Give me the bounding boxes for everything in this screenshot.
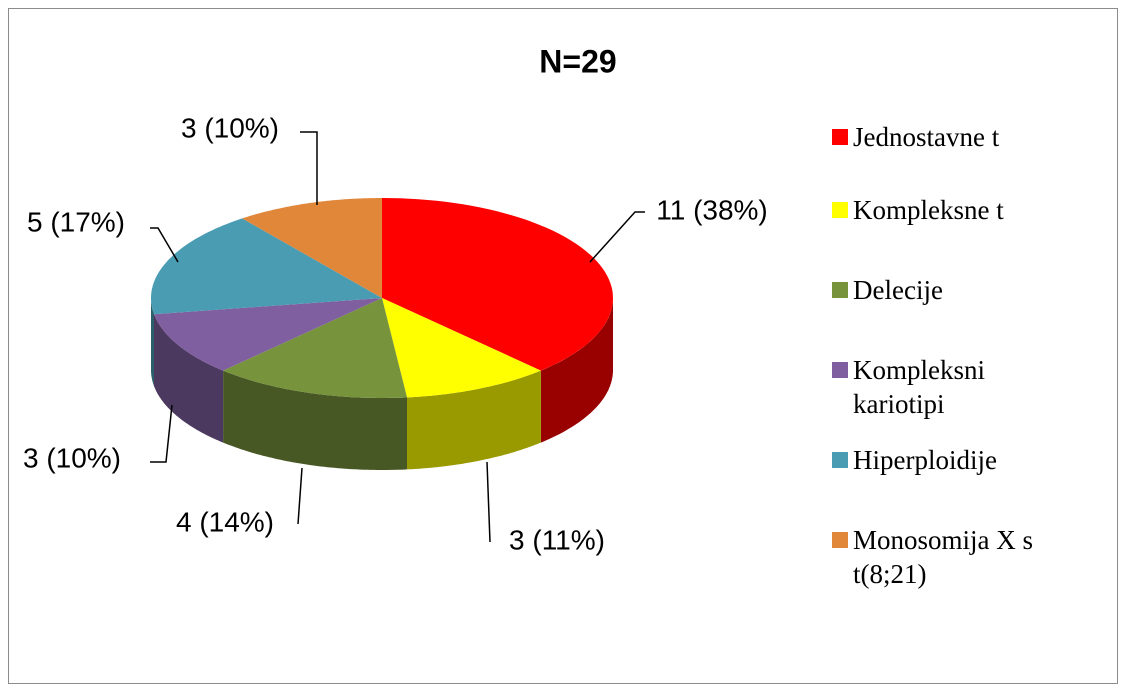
- legend-swatch: [832, 282, 848, 298]
- legend-item: Delecije: [832, 273, 1072, 307]
- slice: [382, 298, 541, 398]
- leader-line: [297, 467, 303, 525]
- legend-label: Jednostavne t: [853, 122, 1000, 152]
- legend-swatch: [832, 202, 848, 218]
- legend-label: Kompleksni kariotipi: [853, 355, 985, 419]
- legend-swatch: [832, 362, 848, 378]
- legend-item: Kompleksni kariotipi: [832, 353, 1072, 421]
- legend-item: Jednostavne t: [832, 120, 1072, 154]
- slice: [151, 218, 382, 315]
- legend-label: Monosomija X s t(8;21): [853, 525, 1034, 589]
- slice: [154, 298, 382, 371]
- legend-item: Kompleksne t: [832, 193, 1072, 227]
- slice: [382, 198, 613, 371]
- legend-label: Delecije: [853, 275, 943, 305]
- data-label: 3 (10%): [23, 442, 121, 473]
- chart-title: N=29: [539, 43, 616, 79]
- leader-line: [150, 227, 179, 263]
- leader-line: [150, 404, 173, 463]
- legend-swatch: [832, 129, 848, 145]
- slice: [223, 298, 407, 398]
- leader-line: [589, 211, 645, 263]
- data-label: 3 (11%): [509, 524, 605, 555]
- legend-label: Hiperploidije: [853, 445, 997, 475]
- slice-side: [540, 298, 613, 443]
- legend-swatch: [832, 452, 848, 468]
- legend-label: Kompleksne t: [853, 195, 1004, 225]
- data-label: 5 (17%): [27, 206, 125, 237]
- legend-item: Monosomija X s t(8;21): [832, 523, 1072, 591]
- chart-frame: [8, 8, 1118, 684]
- legend-swatch: [832, 532, 848, 548]
- slice-side: [151, 298, 154, 387]
- leader-line: [486, 461, 491, 543]
- slice-side: [407, 370, 541, 470]
- data-label: 11 (38%): [656, 194, 768, 225]
- data-label: 4 (14%): [176, 506, 274, 537]
- slice-side: [223, 370, 407, 470]
- data-label: 3 (10%): [181, 112, 279, 143]
- leader-line: [300, 131, 318, 205]
- slice: [242, 198, 382, 298]
- legend-item: Hiperploidije: [832, 443, 1072, 477]
